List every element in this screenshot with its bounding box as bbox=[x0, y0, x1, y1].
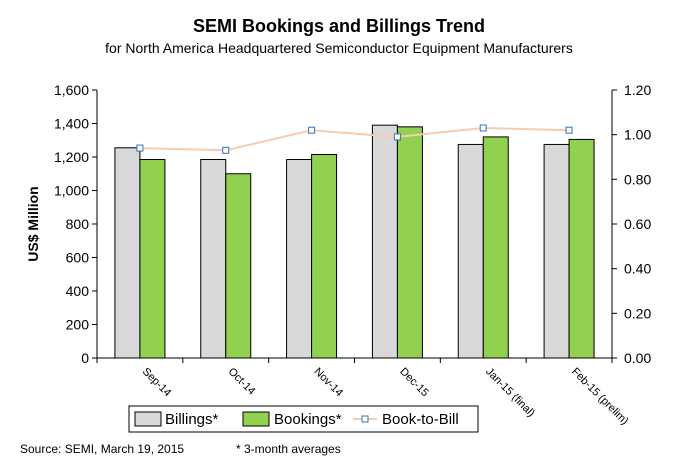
legend-bookings-label: Bookings* bbox=[274, 411, 342, 428]
legend-line-marker bbox=[361, 415, 369, 423]
y2-tick-label: 0.40 bbox=[624, 261, 651, 277]
y-tick-label: 0 bbox=[81, 350, 89, 366]
y-tick-label: 800 bbox=[66, 216, 90, 232]
x-tick-label: Jan-15 (final) bbox=[483, 366, 537, 420]
book-to-bill-marker bbox=[479, 124, 487, 132]
bookings-bar bbox=[139, 159, 166, 359]
y2-tick-label: 0.60 bbox=[624, 216, 651, 232]
y2-tick-label: 0.20 bbox=[624, 305, 651, 321]
y2-tick-label: 0.00 bbox=[624, 350, 651, 366]
billings-bar bbox=[286, 159, 313, 359]
bookings-bar bbox=[396, 126, 423, 359]
book-to-bill-marker bbox=[565, 126, 573, 134]
source-note: Source: SEMI, March 19, 2015 bbox=[20, 442, 185, 456]
y2-tick-label: 0.80 bbox=[624, 171, 651, 187]
billings-bar bbox=[457, 143, 484, 359]
y2-tick-label: 1.20 bbox=[624, 82, 651, 98]
x-tick-label: Dec-15 bbox=[397, 366, 431, 400]
book-to-bill-marker bbox=[393, 133, 401, 141]
y-tick-label: 1,600 bbox=[54, 82, 89, 98]
legend-billings-label: Billings* bbox=[165, 411, 219, 428]
y-tick-label: 1,400 bbox=[54, 116, 89, 132]
y-tick-label: 400 bbox=[66, 283, 90, 299]
bookings-bar bbox=[568, 138, 595, 359]
x-tick-label: Nov-14 bbox=[311, 366, 345, 400]
y-axis-title: US$ Million bbox=[25, 186, 41, 261]
legend-billings-swatch bbox=[134, 411, 162, 427]
x-tick-label: Feb-15 (prelim) bbox=[569, 366, 631, 428]
x-tick-label: Oct-14 bbox=[226, 366, 258, 398]
bookings-bar bbox=[225, 173, 252, 359]
billings-bar bbox=[114, 147, 141, 359]
y-tick-label: 600 bbox=[66, 250, 90, 266]
legend-book-to-bill-label: Book-to-Bill bbox=[382, 411, 459, 428]
y-tick-label: 200 bbox=[66, 317, 90, 333]
book-to-bill-marker bbox=[308, 126, 316, 134]
book-to-bill-line bbox=[139, 126, 570, 152]
y2-tick-label: 1.00 bbox=[624, 127, 651, 143]
bookings-bar bbox=[311, 153, 338, 359]
billings-bar bbox=[543, 143, 570, 359]
chart-title: SEMI Bookings and Billings Trend bbox=[192, 16, 486, 36]
y-tick-label: 1,000 bbox=[54, 183, 89, 199]
billings-bar bbox=[371, 124, 398, 359]
y-tick-label: 1,200 bbox=[54, 149, 89, 165]
legend-box bbox=[128, 405, 479, 433]
legend-bookings-swatch bbox=[242, 411, 270, 427]
billings-bar bbox=[200, 159, 227, 359]
book-to-bill-marker bbox=[136, 144, 144, 152]
chart-subtitle: for North America Headquartered Semicond… bbox=[105, 40, 573, 56]
book-to-bill-marker bbox=[222, 146, 230, 154]
bookings-bar bbox=[482, 136, 509, 359]
averages-note: * 3-month averages bbox=[236, 442, 341, 456]
x-tick-label: Sep-14 bbox=[140, 366, 174, 400]
